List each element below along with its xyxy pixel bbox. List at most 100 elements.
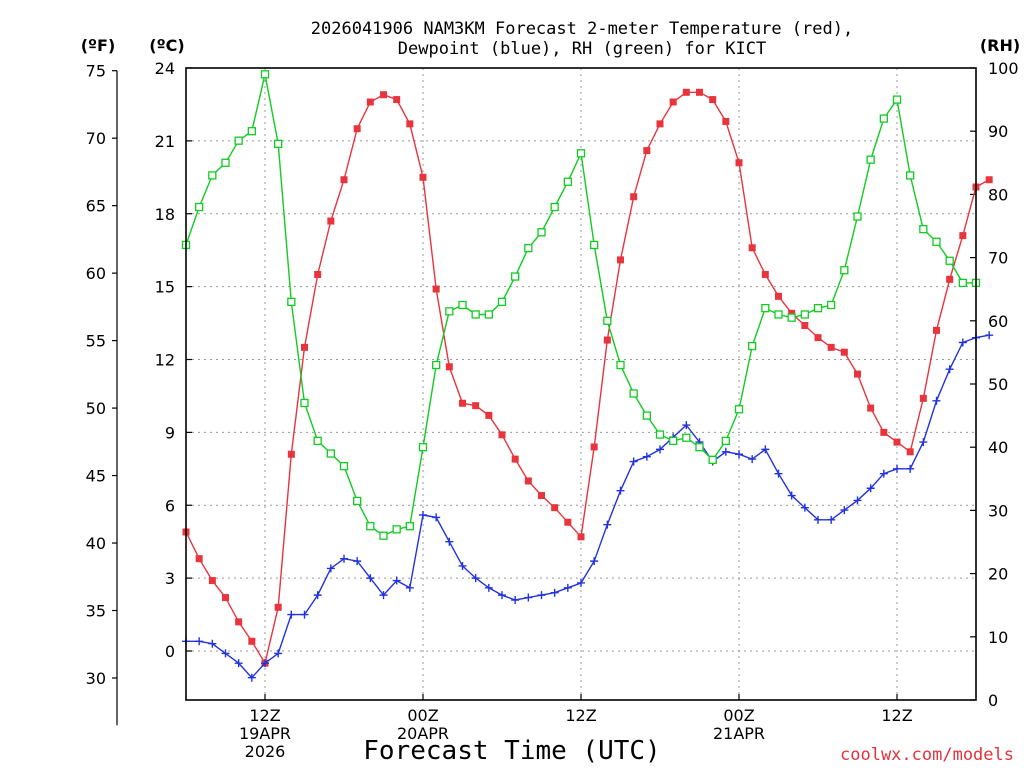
dewpoint-point	[721, 447, 730, 456]
rh-point	[353, 496, 362, 506]
rh-point	[537, 228, 546, 237]
rh-point	[932, 237, 941, 246]
rh-point	[603, 316, 612, 325]
temperature-line	[185, 91, 990, 665]
fahrenheit-tick-label: 50	[86, 399, 106, 418]
rh-point	[405, 522, 414, 531]
temperature-point	[406, 120, 414, 128]
rh-point	[221, 158, 230, 167]
dewpoint-point	[221, 649, 230, 658]
rh-point	[682, 433, 691, 442]
dewpoint-point	[656, 445, 664, 454]
temperature-point	[301, 343, 308, 351]
rh-point	[734, 405, 744, 414]
celsius-tick-label: 6	[165, 496, 175, 515]
temperature-point	[656, 120, 664, 128]
dewpoint-point	[405, 583, 414, 592]
dewpoint-point	[958, 338, 967, 347]
dewpoint-point	[247, 673, 256, 682]
rh-point	[813, 304, 823, 313]
rh-point	[616, 360, 625, 370]
dewpoint-point	[419, 510, 427, 519]
dewpoint-point	[642, 452, 651, 461]
rh-point	[669, 436, 678, 446]
temperature-point	[445, 363, 453, 371]
rh-point	[260, 70, 270, 79]
rh-point	[800, 310, 809, 319]
dewpoint-point	[484, 583, 493, 592]
rh-point	[879, 114, 888, 123]
temperature-point	[630, 193, 638, 201]
temperature-point	[906, 448, 914, 456]
rh-tick-label: 0	[988, 691, 998, 710]
rh-point	[590, 240, 599, 250]
dewpoint-point	[445, 537, 454, 546]
temperature-point	[432, 285, 440, 293]
dewpoint-point	[603, 520, 612, 529]
temperature-point	[880, 428, 888, 436]
dewpoint-point	[274, 649, 283, 658]
temperature-point	[498, 431, 506, 439]
dewpoint-point	[787, 491, 796, 500]
rh-point	[866, 155, 875, 164]
rh-point	[655, 430, 665, 439]
rh-point	[550, 202, 559, 212]
rh-point	[853, 212, 862, 221]
celsius-tick-label: 21	[155, 132, 175, 151]
dewpoint-point	[748, 455, 757, 464]
fahrenheit-tick-label: 60	[86, 264, 106, 283]
temperature-point	[459, 399, 466, 407]
temperature-point	[748, 244, 756, 252]
rh-point	[787, 313, 796, 322]
rh-point	[445, 307, 454, 316]
rh-point	[563, 177, 572, 186]
celsius-tick-label: 18	[155, 205, 175, 224]
rh-point	[484, 310, 493, 319]
temperature-point	[682, 88, 690, 96]
temperature-point	[840, 348, 848, 356]
rh-point	[958, 278, 967, 288]
series-layer	[181, 70, 994, 682]
rh-tick-label: 10	[988, 628, 1008, 647]
x-tick-label: 12Z	[881, 706, 912, 725]
fahrenheit-tick-label: 45	[86, 467, 106, 486]
dewpoint-point	[827, 515, 836, 524]
temperature-point	[327, 217, 335, 225]
dewpoint-point	[932, 396, 941, 405]
dewpoint-point	[616, 486, 625, 495]
rh-point	[774, 310, 783, 319]
temperature-point	[867, 404, 875, 412]
celsius-tick-label: 15	[155, 278, 175, 297]
x-tick-label: 19APR	[239, 724, 291, 743]
dewpoint-point	[392, 576, 401, 585]
temperature-point	[919, 394, 927, 402]
temperature-point	[380, 91, 387, 99]
temperature-point	[775, 292, 782, 300]
rh-tick-label: 70	[988, 249, 1008, 268]
rh-point	[906, 171, 915, 180]
grid-layer	[186, 68, 976, 700]
temperature-point	[366, 98, 374, 106]
celsius-tick-label: 3	[165, 569, 175, 588]
dewpoint-point	[550, 588, 559, 597]
fahrenheit-tick-label: 40	[86, 534, 106, 553]
temperature-point	[722, 117, 730, 125]
rh-point	[379, 531, 388, 540]
x-tick-label: 12Z	[249, 706, 280, 725]
dewpoint-point	[774, 469, 783, 478]
temperature-point	[564, 518, 572, 526]
temperature-point	[577, 533, 585, 541]
celsius-tick-label: 24	[155, 59, 175, 78]
dewpoint-point	[379, 591, 388, 600]
temperature-point	[893, 438, 901, 446]
rh-point	[392, 525, 401, 534]
temperature-point	[696, 88, 703, 96]
x-tick-label: 20APR	[397, 724, 449, 743]
dewpoint-point	[261, 659, 269, 668]
dewpoint-point	[761, 445, 770, 454]
rh-line	[185, 74, 976, 537]
temperature-point	[946, 275, 954, 283]
temperature-point	[959, 232, 967, 240]
rh-point	[247, 127, 256, 136]
